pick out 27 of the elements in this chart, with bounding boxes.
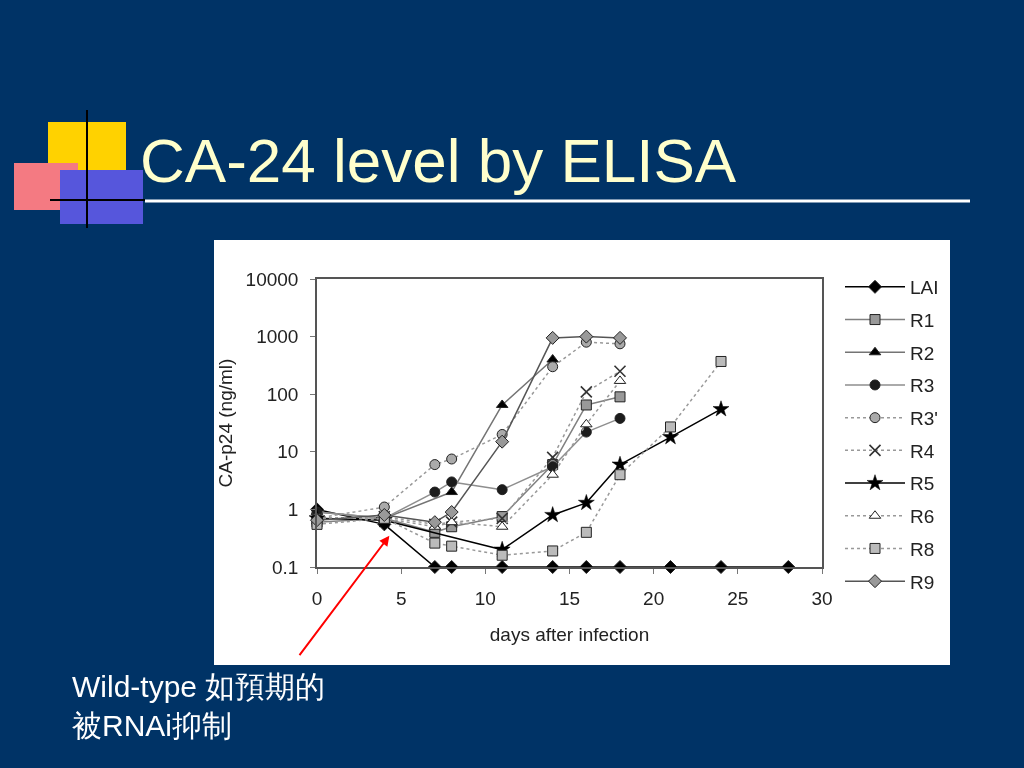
legend-label: R8: [910, 538, 935, 560]
y-tick-label: 100: [266, 383, 299, 405]
legend-label: R2: [910, 342, 935, 364]
legend-label: LAI: [910, 277, 939, 299]
y-axis-title: CA-p24 (ng/ml): [214, 358, 236, 488]
legend-label: R6: [910, 506, 935, 528]
x-tick-label: 25: [727, 587, 749, 609]
x-tick-label: 20: [643, 587, 665, 609]
legend-label: R3': [910, 408, 938, 430]
x-tick-label: 5: [395, 587, 407, 609]
y-tick-label: 1000: [256, 326, 299, 348]
x-tick-label: 15: [558, 587, 581, 609]
y-tick-label: 0.1: [272, 556, 299, 578]
chart-title: CA-24 level by ELISA: [140, 125, 737, 195]
legend-label: R4: [910, 440, 935, 462]
x-axis-title: days after infection: [489, 623, 650, 645]
legend-label: R1: [910, 309, 935, 331]
legend-label: R3: [910, 375, 935, 397]
x-tick-label: 0: [311, 587, 323, 609]
annotation: Wild-type 如預期的被RNAi抑制: [72, 670, 326, 742]
legend-label: R9: [910, 571, 935, 593]
legend-label: R5: [910, 473, 935, 495]
y-tick-label: 10000: [245, 268, 299, 290]
y-tick-label: 1: [287, 499, 299, 521]
x-tick-label: 30: [811, 587, 833, 609]
x-tick-label: 10: [474, 587, 496, 609]
y-tick-label: 10: [277, 441, 299, 463]
